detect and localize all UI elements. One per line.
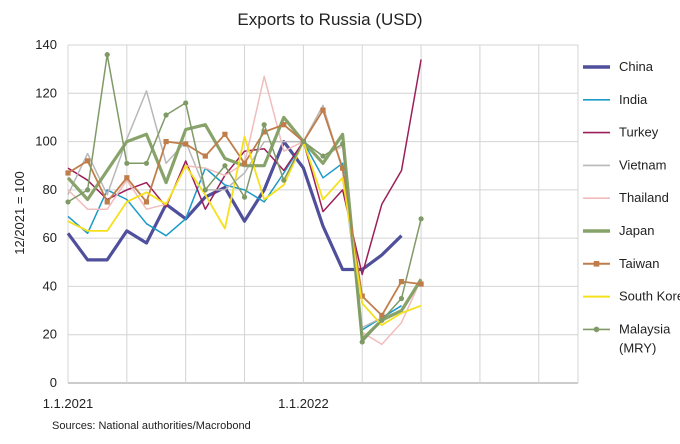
data-point-malaysia-mry: [124, 160, 130, 166]
series-line-turkey: [67, 59, 422, 276]
data-point-taiwan: [183, 141, 189, 147]
y-tick-label: 60: [43, 230, 57, 245]
data-point-taiwan: [379, 312, 385, 318]
y-tick-label: 0: [50, 375, 57, 390]
data-point-taiwan: [241, 160, 248, 166]
data-point-malaysia-mry: [241, 194, 248, 200]
data-point-taiwan: [163, 138, 169, 145]
data-point-malaysia-mry: [202, 187, 208, 193]
data-point-malaysia-mry: [418, 216, 424, 222]
legend-label-malaysia-mry: (MRY): [619, 340, 656, 355]
data-point-malaysia-mry: [65, 199, 71, 205]
data-point-malaysia-mry: [379, 317, 385, 323]
y-tick-label: 120: [35, 85, 57, 100]
y-axis-ticks: 0 20 40 60 80 100 120 140: [35, 37, 57, 390]
y-tick-label: 100: [35, 134, 57, 149]
data-point-malaysia-mry: [261, 122, 267, 128]
data-point-taiwan: [398, 279, 405, 285]
data-point-taiwan: [143, 199, 150, 205]
data-point-taiwan: [65, 170, 71, 176]
chart-title: Exports to Russia (USD): [237, 10, 422, 29]
legend-label-india: India: [619, 92, 648, 107]
legend-label-turkey: Turkey: [619, 125, 659, 140]
x-tick-label: 1.1.2022: [278, 396, 329, 411]
data-point-taiwan: [340, 165, 346, 171]
legend-marker-malaysia-mry: [593, 326, 600, 333]
data-point-taiwan: [320, 107, 326, 113]
legend-label-japan: Japan: [619, 223, 654, 238]
data-point-malaysia-mry: [143, 160, 150, 166]
source-note: Sources: National authorities/Macrobond: [52, 420, 251, 432]
legend-label-south-korea: South Korea: [619, 289, 680, 304]
data-point-taiwan: [281, 122, 287, 128]
data-point-malaysia-mry: [340, 141, 346, 147]
legend: China India Turkey Vietnam Thailand Japan Taiw…: [583, 59, 680, 355]
legend-label-thailand: Thailand: [619, 190, 669, 205]
data-point-malaysia-mry: [222, 163, 228, 169]
data-point-taiwan: [85, 158, 91, 164]
data-point-taiwan: [418, 281, 424, 287]
legend-label-vietnam: Vietnam: [619, 157, 666, 172]
data-point-taiwan: [124, 175, 130, 181]
data-point-taiwan: [104, 199, 110, 205]
data-point-malaysia-mry: [320, 153, 326, 159]
legend-label-china: China: [619, 59, 654, 74]
legend-marker-taiwan: [593, 261, 600, 267]
data-point-malaysia-mry: [281, 177, 287, 183]
data-point-taiwan: [222, 131, 228, 137]
data-point-malaysia-mry: [183, 100, 189, 106]
y-tick-label: 40: [43, 278, 57, 293]
y-tick-label: 140: [35, 37, 57, 52]
data-point-taiwan: [261, 129, 267, 135]
x-axis-ticks: 1.1.2021 1.1.2022: [43, 396, 329, 411]
data-point-taiwan: [202, 153, 208, 159]
y-tick-label: 20: [43, 327, 57, 342]
series-lines: [65, 52, 424, 346]
y-axis-label: 12/2021 = 100: [12, 171, 27, 255]
data-point-malaysia-mry: [104, 52, 110, 58]
data-point-malaysia-mry: [398, 295, 405, 302]
data-point-malaysia-mry: [163, 112, 169, 118]
series-line-china: [66, 140, 403, 272]
y-tick-label: 80: [43, 182, 57, 197]
data-point-malaysia-mry: [359, 339, 365, 345]
legend-label-malaysia-mry: Malaysia: [619, 321, 671, 336]
data-point-malaysia-mry: [300, 138, 306, 145]
legend-label-taiwan: Taiwan: [619, 256, 659, 271]
series-line-south-korea: [67, 135, 422, 327]
x-tick-label: 1.1.2021: [43, 396, 94, 411]
data-point-malaysia-mry: [85, 187, 91, 193]
data-point-taiwan: [359, 293, 365, 299]
